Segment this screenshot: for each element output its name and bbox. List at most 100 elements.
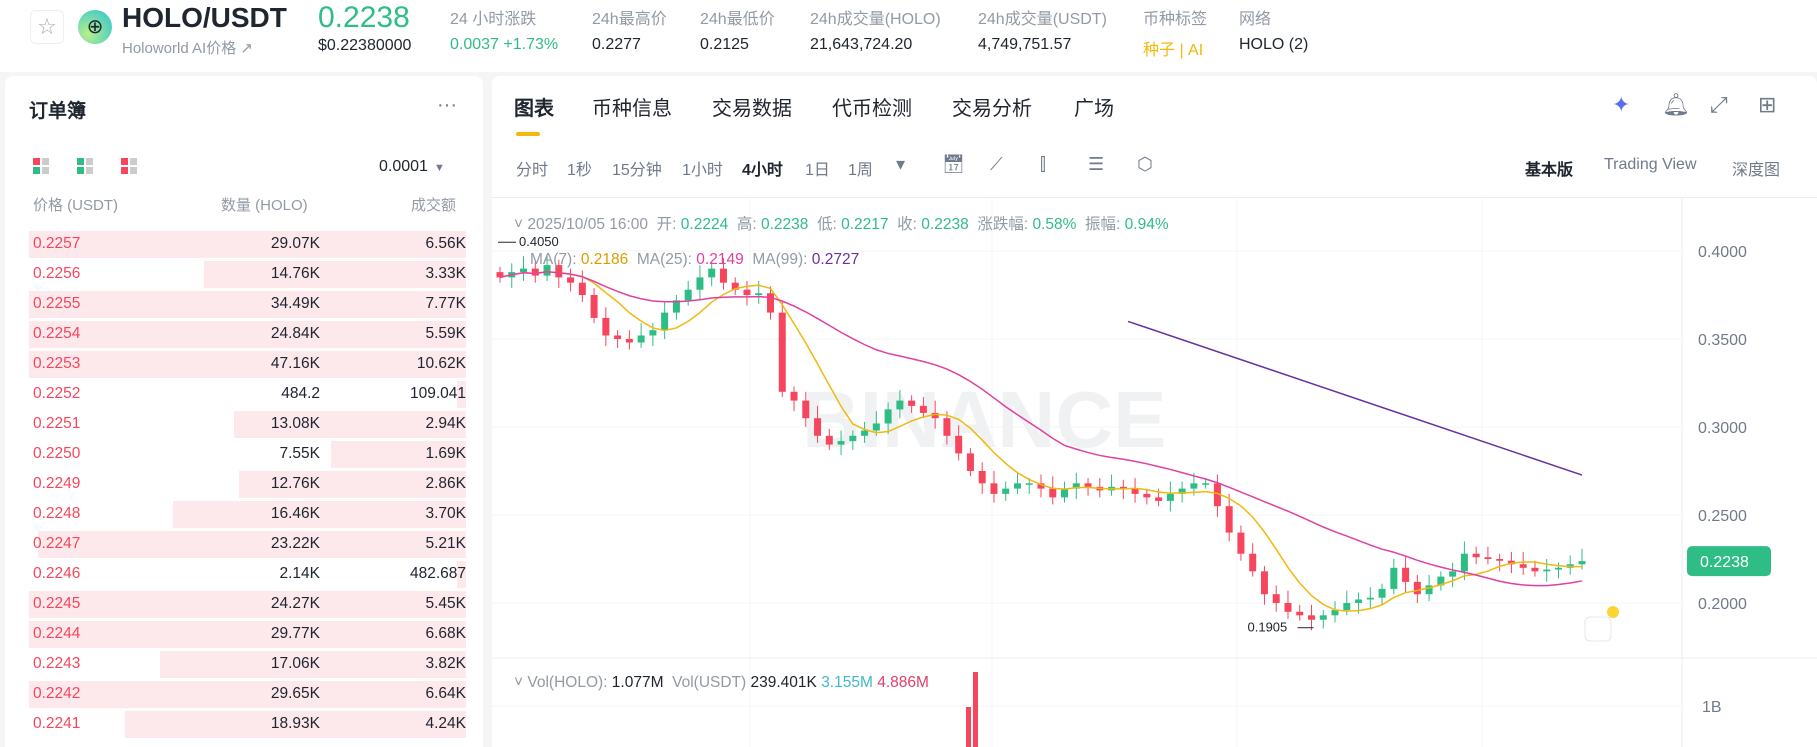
- candle: [649, 330, 657, 336]
- candle: [1543, 569, 1551, 572]
- candle: [790, 391, 798, 401]
- view-2[interactable]: 深度图: [1732, 162, 1781, 179]
- stat-label: 24 小时涨跌: [450, 11, 537, 28]
- candle: [1484, 557, 1492, 559]
- candle-type-icon[interactable]: ⫿: [1040, 154, 1046, 174]
- stat-value: 0.0037 +1.73%: [450, 36, 559, 53]
- ask-row[interactable]: 0.2249 12.76K 2.86K: [29, 470, 466, 498]
- interval-0[interactable]: 分时: [516, 162, 549, 179]
- candle: [625, 339, 633, 343]
- interval-more-icon[interactable]: ▾: [896, 154, 906, 174]
- indicator-icon[interactable]: ⟋: [990, 154, 1003, 174]
- depth-bar: [29, 591, 466, 618]
- both-sides-view-icon[interactable]: [33, 158, 49, 174]
- depth-bar: [125, 711, 466, 738]
- interval-2[interactable]: 15分钟: [612, 162, 662, 179]
- vol-usdt-label: Vol(USDT): [672, 674, 747, 691]
- candle: [1131, 488, 1139, 494]
- y-tick-label: 0.3000: [1698, 420, 1747, 437]
- candle: [802, 400, 810, 419]
- ask-amount: 2.14K: [279, 565, 320, 582]
- candle: [767, 293, 774, 313]
- ask-row[interactable]: 0.2247 23.22K 5.21K: [29, 530, 466, 558]
- interval-6[interactable]: 1周: [848, 162, 873, 179]
- candle: [1578, 561, 1586, 565]
- ask-row[interactable]: 0.2255 34.49K 7.77K: [29, 290, 466, 318]
- candle: [1460, 553, 1468, 572]
- ask-row[interactable]: 0.2256 14.76K 3.33K: [29, 260, 466, 288]
- tick-size-select[interactable]: 0.0001 ▼: [379, 158, 445, 176]
- ask-row[interactable]: 0.2253 47.16K 10.62K: [29, 350, 466, 378]
- ask-row[interactable]: 0.2254 24.84K 5.59K: [29, 320, 466, 348]
- coin-info-link[interactable]: Holoworld AI价格 ↗: [122, 40, 253, 57]
- candle: [543, 265, 551, 276]
- interval-3[interactable]: 1小时: [682, 162, 723, 179]
- ask-row[interactable]: 0.2252 484.2 109.041: [29, 380, 466, 408]
- more-icon[interactable]: ···: [437, 94, 457, 116]
- favorite-star-icon[interactable]: ☆: [30, 10, 64, 44]
- calendar-icon[interactable]: 📅︎: [942, 154, 965, 174]
- ask-row[interactable]: 0.2248 16.46K 3.70K: [29, 500, 466, 528]
- view-0[interactable]: 基本版: [1525, 162, 1574, 179]
- depth-bar: [37, 531, 466, 558]
- candle: [931, 412, 939, 419]
- stat-1: 24h最高价 0.2277: [592, 5, 667, 54]
- candle: [1166, 493, 1174, 501]
- ask-amount: 24.27K: [270, 595, 320, 612]
- candle: [778, 312, 786, 392]
- stat-value: 4,749,751.57: [978, 36, 1072, 53]
- y-tick-label: 0.4000: [1698, 244, 1747, 261]
- candle: [1343, 603, 1351, 611]
- tab-2[interactable]: 交易数据: [712, 98, 792, 120]
- ask-row[interactable]: 0.2257 29.07K 6.56K: [29, 230, 466, 258]
- layout-grid-icon[interactable]: ⊞: [1758, 92, 1777, 117]
- tab-3[interactable]: 代币检测: [832, 98, 912, 120]
- interval-5[interactable]: 1日: [805, 162, 830, 179]
- ask-row[interactable]: 0.2246 2.14K 482.687: [29, 560, 466, 588]
- ask-total: 6.56K: [425, 235, 466, 252]
- ma99-label: MA(99):: [752, 251, 808, 268]
- ask-total: 2.94K: [425, 415, 466, 432]
- ask-row[interactable]: 0.2242 29.65K 6.64K: [29, 680, 466, 708]
- ask-row[interactable]: 0.2244 29.77K 6.68K: [29, 620, 466, 648]
- ask-row[interactable]: 0.2250 7.55K 1.69K: [29, 440, 466, 468]
- candle: [978, 471, 986, 484]
- ask-price: 0.2248: [33, 505, 81, 522]
- bell-icon[interactable]: 🔔︎: [1662, 92, 1690, 117]
- ask-row[interactable]: 0.2251 13.08K 2.94K: [29, 410, 466, 438]
- view-1[interactable]: Trading View: [1604, 156, 1697, 173]
- depth-bar: [29, 681, 466, 708]
- stat-label: 网络: [1239, 11, 1272, 28]
- close-value: 0.2238: [921, 216, 969, 233]
- usd-price: $0.22380000: [318, 37, 412, 54]
- candle: [708, 268, 716, 278]
- interval-4[interactable]: 4小时: [742, 162, 783, 179]
- notes-icon[interactable]: [1584, 616, 1612, 642]
- tab-5[interactable]: 广场: [1074, 98, 1114, 120]
- tab-1[interactable]: 币种信息: [592, 98, 672, 120]
- asks-view-icon[interactable]: [121, 158, 137, 174]
- shield-icon[interactable]: ⬡: [1137, 154, 1153, 174]
- fullscreen-icon[interactable]: ⤢: [1710, 92, 1728, 117]
- ask-row[interactable]: 0.2243 17.06K 3.82K: [29, 650, 466, 678]
- settings-list-icon[interactable]: ☰: [1088, 154, 1105, 174]
- stat-value[interactable]: HOLO (2): [1239, 36, 1309, 53]
- interval-1[interactable]: 1秒: [567, 162, 592, 179]
- depth-bar: [457, 561, 466, 588]
- candle: [755, 293, 763, 295]
- stat-value[interactable]: 种子 | AI: [1143, 42, 1204, 59]
- ask-row[interactable]: 0.2245 24.27K 5.45K: [29, 590, 466, 618]
- ask-amount: 47.16K: [270, 355, 320, 372]
- ask-price: 0.2243: [33, 655, 81, 672]
- ask-row[interactable]: 0.2241 18.93K 4.24K: [29, 710, 466, 738]
- candle: [1390, 567, 1398, 589]
- ask-price: 0.2257: [33, 235, 81, 252]
- tab-4[interactable]: 交易分析: [952, 98, 1032, 120]
- ai-sparkle-icon[interactable]: ✦: [1612, 92, 1631, 117]
- tab-0[interactable]: 图表: [514, 98, 554, 120]
- ma7-label: MA(7):: [530, 251, 577, 268]
- bids-view-icon[interactable]: [77, 158, 93, 174]
- candle: [814, 418, 822, 436]
- candlestick-chart[interactable]: 0.4000 0.3500 0.3000 0.2500 0.2000 BINANCE 0.4…: [492, 197, 1817, 747]
- ohlc-info: ˅ 2025/10/05 16:00 开: 0.2224 高: 0.2238 低…: [514, 216, 1169, 233]
